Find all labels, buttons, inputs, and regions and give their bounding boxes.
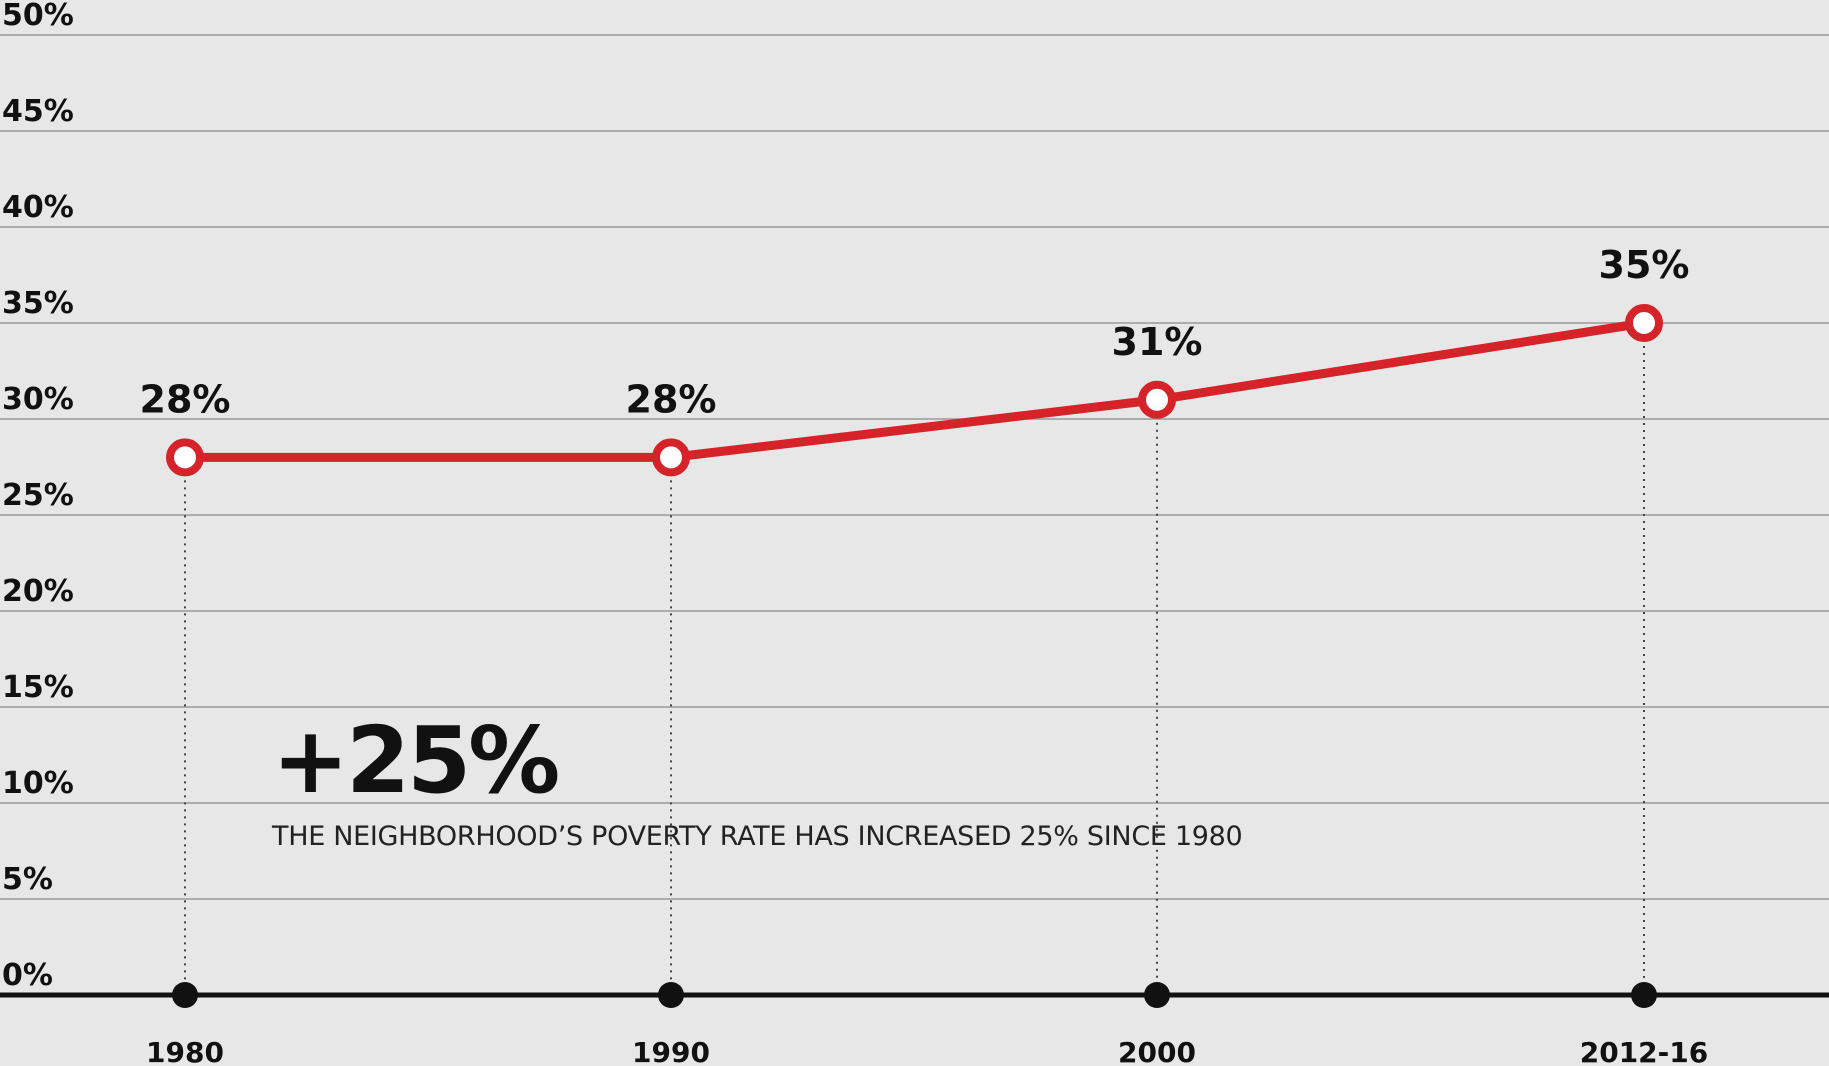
data-point — [166, 438, 204, 477]
callout: +25% THE NEIGHBORHOOD’S POVERTY RATE HAS… — [272, 707, 1243, 853]
y-tick-label: 40% — [2, 190, 74, 225]
axis-marker — [658, 982, 684, 1008]
data-point — [1138, 380, 1176, 419]
y-tick-label: 5% — [2, 862, 53, 897]
data-label: 35% — [1599, 243, 1690, 287]
y-tick-label: 25% — [2, 478, 74, 513]
x-tick-label: 2000 — [1118, 1036, 1196, 1066]
axis-marker — [172, 982, 198, 1008]
y-tick-label: 10% — [2, 766, 74, 801]
y-tick-label: 50% — [2, 0, 74, 33]
y-tick-label: 35% — [2, 286, 74, 321]
x-tick-label: 1980 — [146, 1036, 224, 1066]
data-point — [1625, 304, 1663, 342]
y-tick-label: 15% — [2, 670, 74, 705]
axis-marker — [1144, 982, 1170, 1008]
y-tick-label: 0% — [2, 958, 53, 993]
y-tick-label: 45% — [2, 94, 74, 129]
x-tick-label: 2012-16 — [1580, 1036, 1709, 1066]
axis-marker — [1631, 982, 1657, 1008]
series-line — [180, 318, 1649, 462]
callout-text: THE NEIGHBORHOOD’S POVERTY RATE HAS INCR… — [272, 821, 1243, 852]
data-label: 28% — [626, 377, 717, 421]
data-label: 31% — [1112, 320, 1203, 364]
data-label: 28% — [140, 377, 231, 421]
x-tick-label: 1990 — [632, 1036, 710, 1066]
y-tick-label: 20% — [2, 574, 74, 609]
y-tick-label: 30% — [2, 382, 74, 417]
data-point — [652, 438, 690, 477]
callout-value: +25% — [272, 707, 560, 814]
